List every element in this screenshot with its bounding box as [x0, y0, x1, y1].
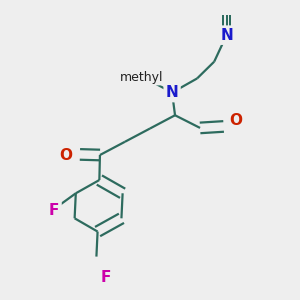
Text: N: N — [166, 85, 178, 100]
Text: methyl: methyl — [119, 71, 163, 84]
Text: N: N — [220, 28, 233, 43]
Text: O: O — [60, 148, 73, 164]
Text: F: F — [100, 270, 111, 285]
Text: O: O — [229, 113, 242, 128]
Text: F: F — [49, 203, 59, 218]
